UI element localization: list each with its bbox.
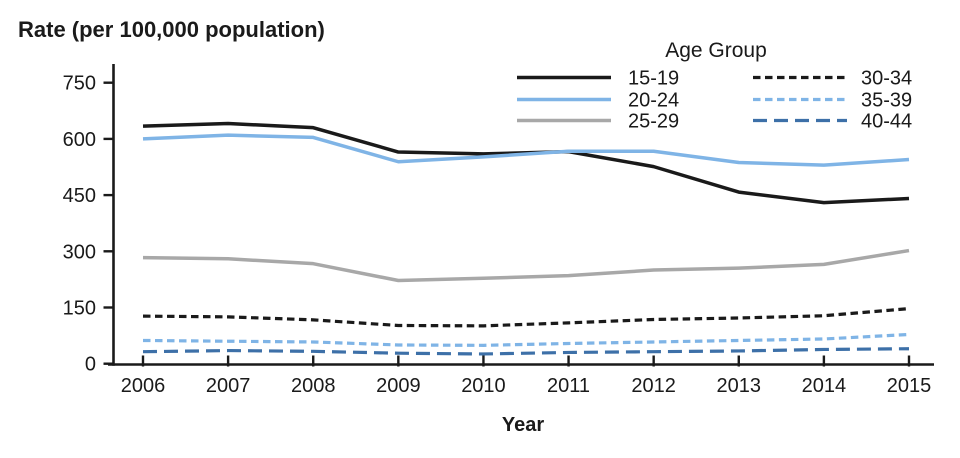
legend-label-15-19: 15-19 <box>628 68 679 90</box>
axes: 0 150 300 450 600 750 2006 2007 2008 2009 2010 2011… <box>63 64 934 397</box>
legend-title: Age Group <box>665 39 767 62</box>
x-tick-label: 2007 <box>206 375 251 397</box>
legend-label-20-24: 20-24 <box>628 90 679 112</box>
y-axis-title: Rate (per 100,000 population) <box>18 17 325 42</box>
y-tick-label: 300 <box>63 241 96 263</box>
x-tick-label: 2010 <box>461 375 506 397</box>
x-tick-label: 2009 <box>376 375 421 397</box>
y-tick-label: 450 <box>63 185 96 207</box>
legend-item-20-24: 20-24 <box>517 90 679 112</box>
x-axis-title: Year <box>502 414 544 436</box>
series-line-25-29 <box>142 248 910 283</box>
legend-label-30-34: 30-34 <box>861 68 912 90</box>
x-tick-label: 2013 <box>717 375 762 397</box>
y-tick-label: 750 <box>63 73 96 95</box>
legend-item-30-34: 30-34 <box>753 68 912 90</box>
x-tick-label: 2008 <box>291 375 336 397</box>
series-line-40-44 <box>142 347 910 356</box>
legend-label-25-29: 25-29 <box>628 111 679 133</box>
legend-item-35-39: 35-39 <box>753 90 912 112</box>
series-lines <box>142 121 910 356</box>
x-tick-label: 2014 <box>802 375 847 397</box>
legend-item-15-19: 15-19 <box>517 68 679 90</box>
series-line-20-24 <box>142 133 910 167</box>
legend-item-40-44: 40-44 <box>753 111 912 133</box>
legend-label-40-44: 40-44 <box>861 111 912 133</box>
y-tick-label: 0 <box>85 354 96 376</box>
legend-item-25-29: 25-29 <box>517 111 679 133</box>
x-tick-label: 2015 <box>887 375 932 397</box>
series-line-30-34 <box>142 307 910 328</box>
x-tick-label: 2006 <box>121 375 166 397</box>
y-tick-label: 600 <box>63 129 96 151</box>
y-tick-label: 150 <box>63 298 96 320</box>
legend-label-35-39: 35-39 <box>861 90 912 112</box>
x-tick-label: 2011 <box>547 375 590 397</box>
series-line-35-39 <box>142 332 910 347</box>
x-tick-label: 2012 <box>631 375 676 397</box>
